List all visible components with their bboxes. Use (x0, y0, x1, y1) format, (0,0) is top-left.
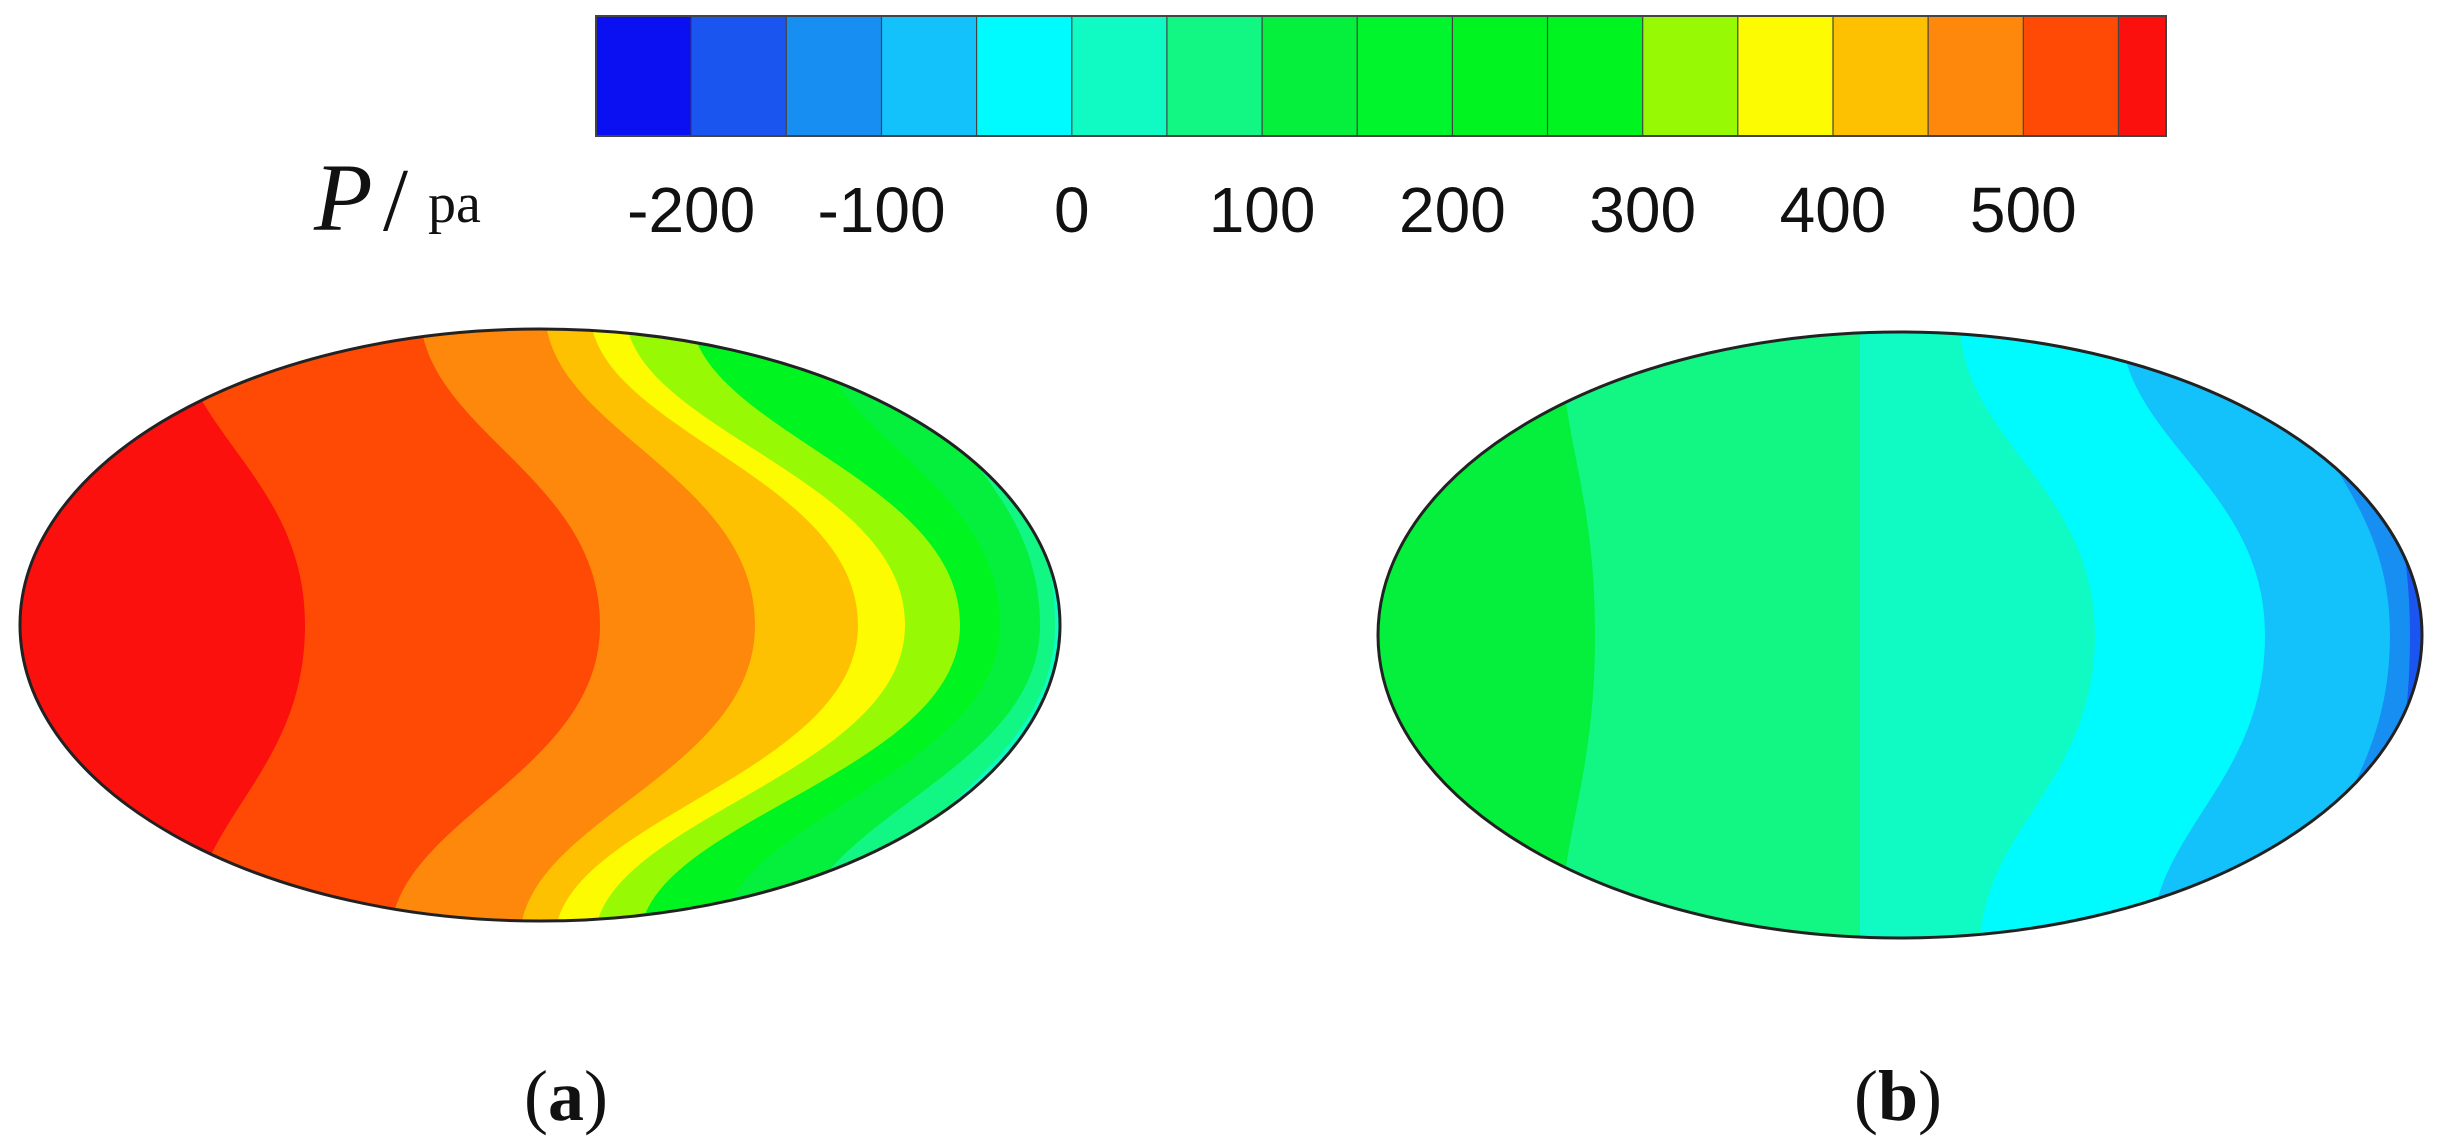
colorbar-cell (976, 16, 1073, 136)
colorbar-tick-label: -100 (817, 174, 945, 246)
panel-b-outline (1376, 330, 2424, 940)
colorbar-tick-label: 300 (1589, 174, 1696, 246)
colorbar-tick-label: 100 (1209, 174, 1316, 246)
panel-a-letter: a (548, 1056, 584, 1136)
panel-b-label: (b) (1854, 1056, 1942, 1136)
colorbar-tick-label: 0 (1054, 174, 1090, 246)
colorbar-cell (1071, 16, 1168, 136)
colorbar-tick-label: -200 (627, 174, 755, 246)
colorbar-variable: P (313, 144, 373, 251)
colorbar-tick-label: 500 (1970, 174, 2077, 246)
colorbar-cell (1833, 16, 1929, 136)
panel-a-label: (a) (524, 1056, 608, 1136)
colorbar-frame (595, 15, 2167, 137)
colorbar-cell (1737, 16, 1834, 136)
panel-a (18, 327, 1062, 923)
colorbar-cell (1642, 16, 1739, 136)
colorbar-unit-slash: / (383, 151, 408, 250)
colorbar (595, 15, 2167, 137)
colorbar-cell (786, 16, 883, 136)
colorbar-cell (1262, 16, 1358, 136)
colorbar-tick-label: 200 (1399, 174, 1506, 246)
colorbar-unit: pa (428, 173, 481, 235)
colorbar-cell (691, 16, 787, 136)
colorbar-cell (2023, 16, 2120, 136)
panel-a-contour-bands (20, 329, 1060, 921)
colorbar-tick-labels: -200 -100 0 100 200 300 400 500 (627, 174, 2077, 246)
colorbar-cell (1547, 16, 1644, 136)
colorbar-cell (1928, 16, 2024, 136)
colorbar-cells (596, 16, 2167, 136)
colorbar-cell (1357, 16, 1453, 136)
panel-b-letter: b (1878, 1056, 1918, 1136)
colorbar-cell (1166, 16, 1263, 136)
colorbar-cell (2118, 16, 2167, 136)
colorbar-cell (881, 16, 978, 136)
colorbar-unit-label: P / pa (313, 144, 481, 251)
colorbar-tick-label: 400 (1780, 174, 1887, 246)
colorbar-cell (596, 16, 692, 136)
panel-a-outline (18, 327, 1062, 923)
colorbar-cell (1452, 16, 1549, 136)
